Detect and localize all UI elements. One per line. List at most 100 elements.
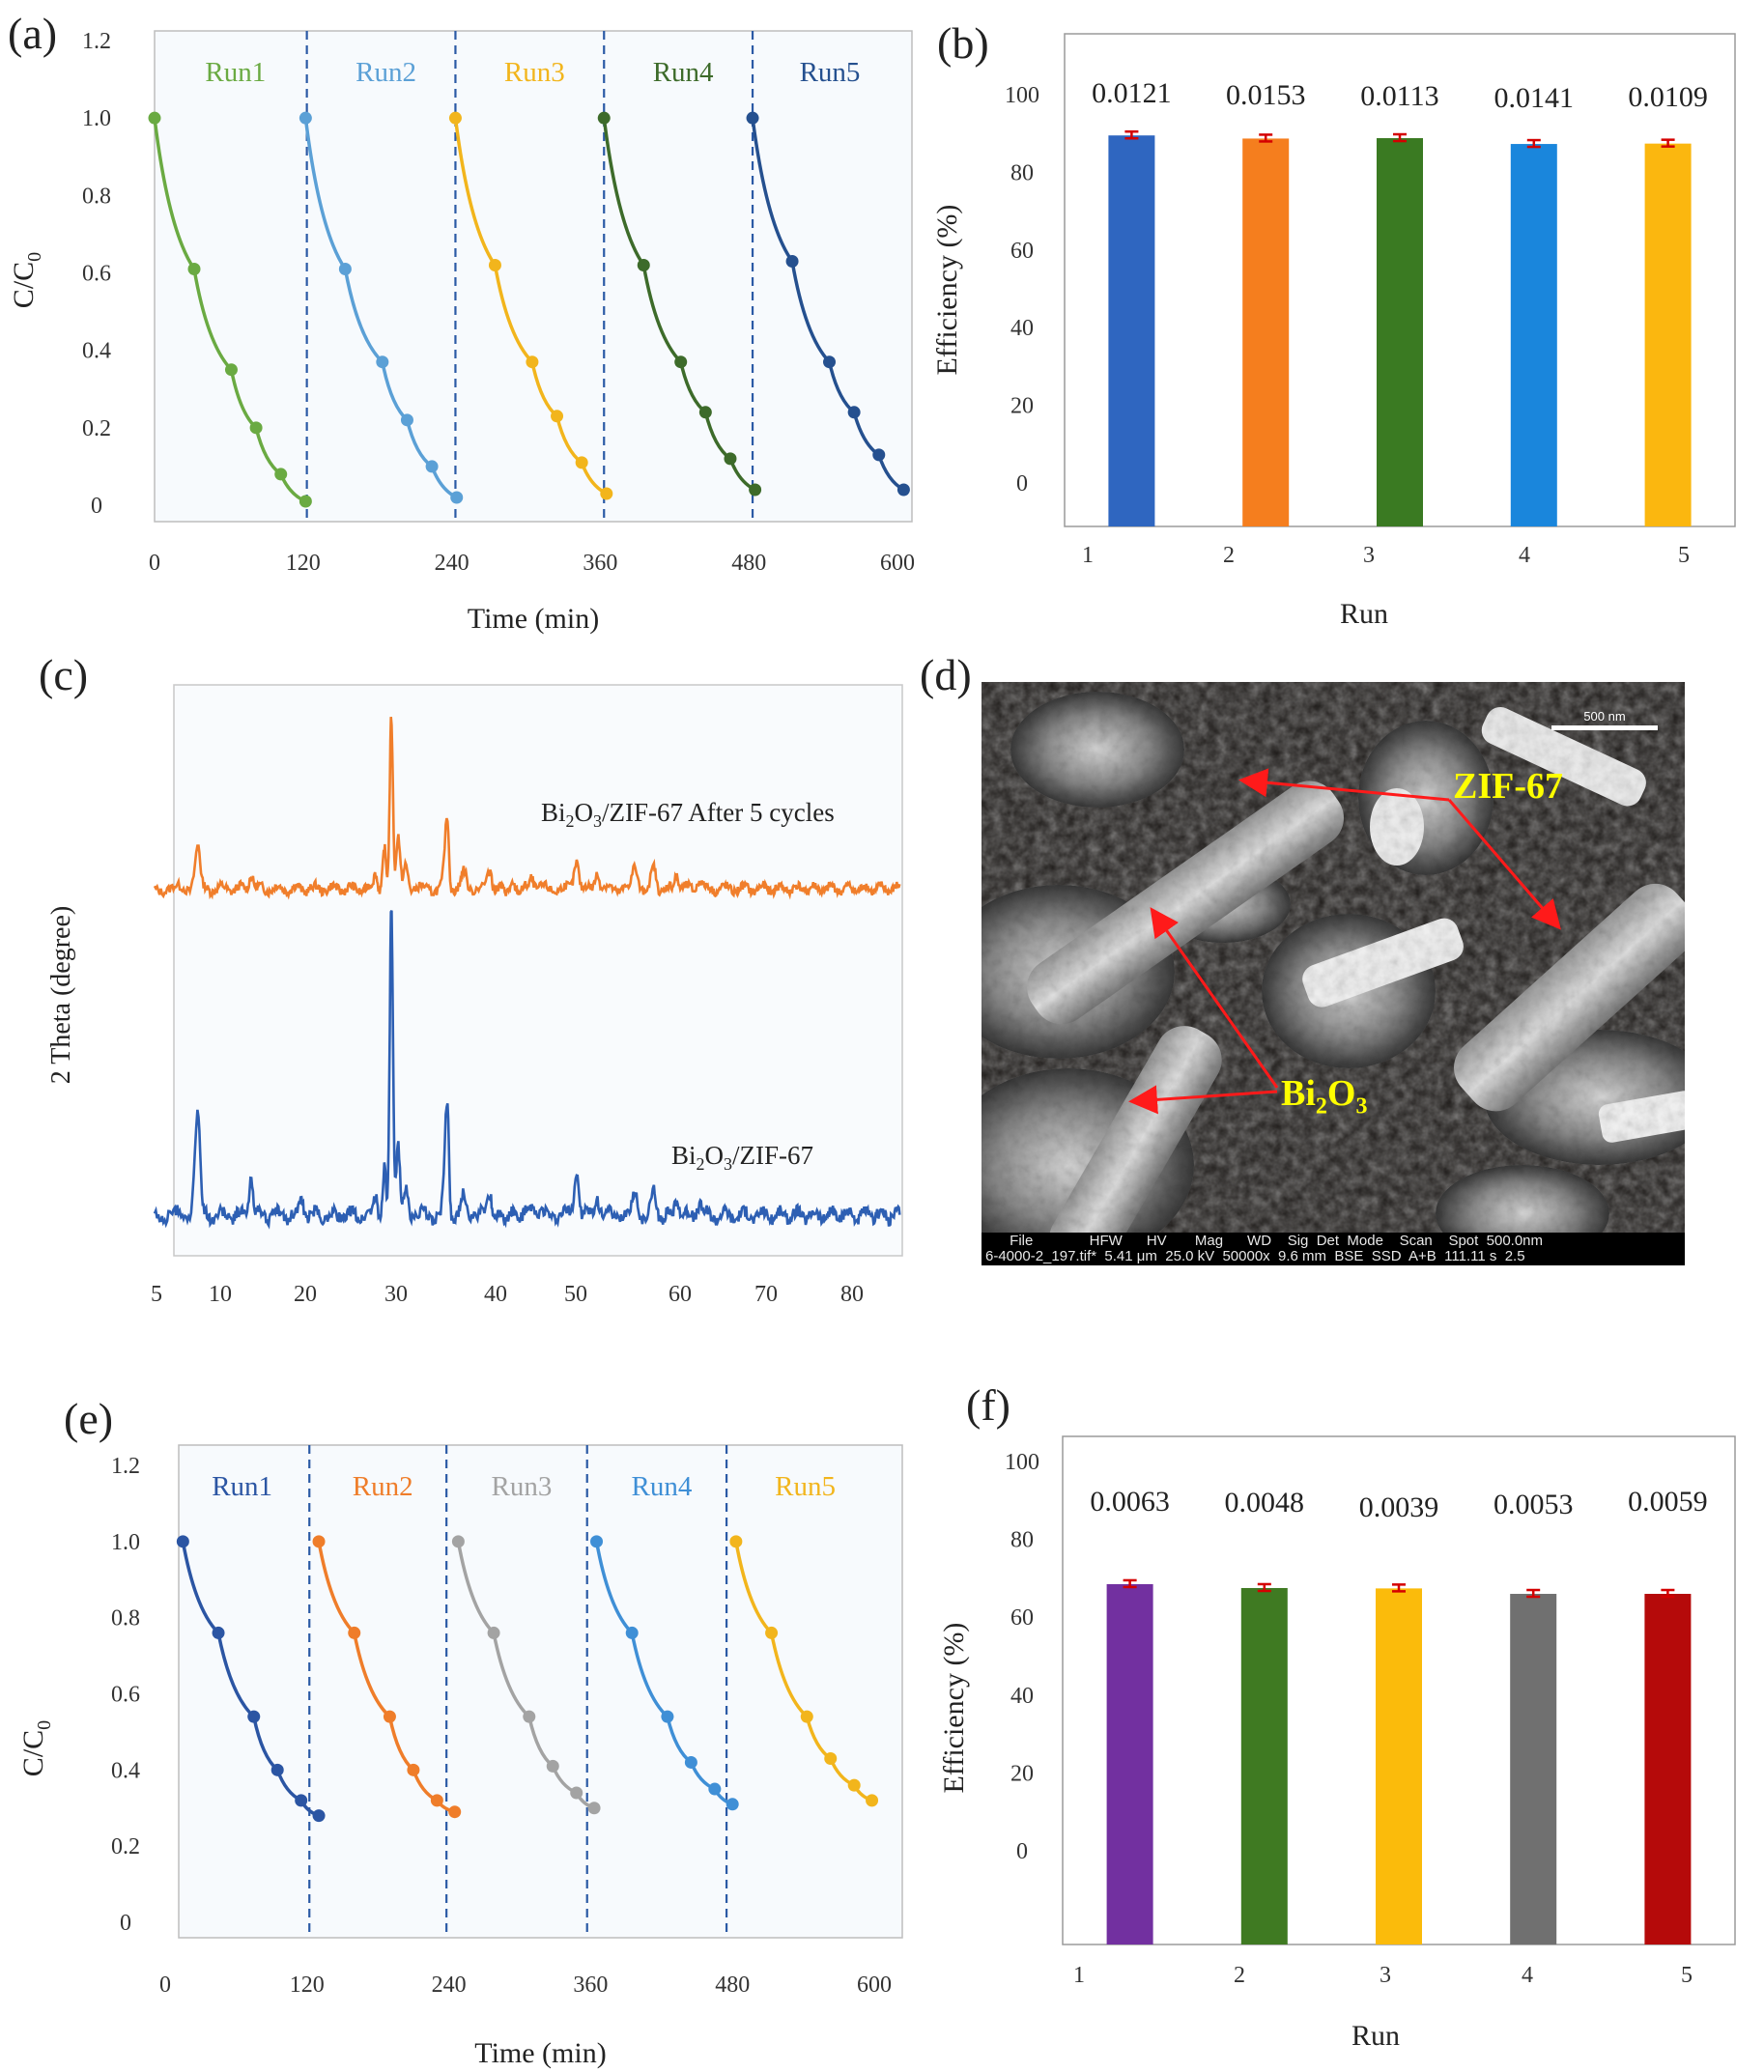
plot-frame <box>173 684 903 1257</box>
data-label-run-2: 0.0048 <box>1225 1487 1305 1519</box>
bar-run-2 <box>1242 138 1290 526</box>
y-tick-label: 0.6 <box>111 1683 140 1708</box>
y-tick-label: 1.2 <box>82 29 111 54</box>
x-tick-label: 60 <box>669 1282 692 1307</box>
y-axis-label: C/C0 <box>8 252 45 308</box>
x-tick-label: 80 <box>840 1282 864 1307</box>
y-tick-label: 20 <box>1010 1761 1034 1786</box>
series-point-run5 <box>746 111 759 125</box>
series-point-run5 <box>866 1794 879 1807</box>
series-point-run5 <box>847 406 861 419</box>
series-point-run2 <box>312 1535 326 1548</box>
series-point-run5 <box>823 355 837 369</box>
series-point-run2 <box>400 413 413 427</box>
series-point-run5 <box>896 483 910 497</box>
legend-label-run4: Run4 <box>631 1471 692 1502</box>
legend-label-run5: Run5 <box>775 1471 836 1502</box>
series-point-run2 <box>299 111 312 125</box>
y-tick-label: 0 <box>1016 1839 1028 1864</box>
sem-scale-label: 500 nm <box>1583 709 1626 724</box>
bar-run-3 <box>1376 1588 1422 1944</box>
x-tick-label: 2 <box>1234 1963 1245 1988</box>
x-tick-label: 70 <box>754 1282 778 1307</box>
chart-e-degradation-cycles: 0 0.2 0.4 0.6 0.8 1.0 1.2 0 120 240 360 480 600 Time … <box>17 1444 903 2069</box>
legend-label-run2: Run2 <box>356 57 416 88</box>
chart-a-degradation-cycles: 0 0.2 0.4 0.6 0.8 1.0 1.2 0 120 240 360 480 600 Time … <box>8 29 915 635</box>
data-label-run-3: 0.0113 <box>1360 80 1438 112</box>
sem-label-bi2o3-o: O <box>1326 1073 1356 1114</box>
series-point-run5 <box>872 448 886 462</box>
bar-run-2 <box>1240 1587 1288 1944</box>
chart-f-efficiency-bars: 0 20 40 60 80 100 0.0063 1 0.0048 2 0.0039 3 0.0053 4… <box>938 1435 1736 2052</box>
series-point-run1 <box>176 1535 189 1548</box>
data-label-run-2: 0.0153 <box>1226 79 1306 111</box>
sem-arrow-zif-2 <box>1447 799 1561 930</box>
y-axis-label: Efficiency (%) <box>938 1623 970 1794</box>
sem-label-bi2o3-sub2: 3 <box>1355 1093 1368 1120</box>
x-tick-label: 5 <box>1678 543 1690 568</box>
x-axis-label: Time (min) <box>468 603 599 635</box>
x-axis-label: Run <box>1351 2020 1400 2052</box>
series-point-run5 <box>847 1778 861 1792</box>
legend-label-run4: Run4 <box>653 57 714 88</box>
data-label-run-5: 0.0059 <box>1628 1486 1708 1518</box>
series-point-run4 <box>637 258 650 271</box>
x-tick-label: 40 <box>484 1282 507 1307</box>
x-tick-label: 360 <box>583 551 617 576</box>
y-tick-label: 0.2 <box>111 1834 140 1859</box>
series-point-run4 <box>684 1755 697 1769</box>
data-label-run-3: 0.0039 <box>1359 1491 1439 1523</box>
series-point-run3 <box>551 410 564 423</box>
y-tick-label: 40 <box>1010 316 1034 341</box>
y-tick-label: 1.2 <box>111 1454 140 1479</box>
legend-label-run2: Run2 <box>353 1471 413 1502</box>
series-point-run2 <box>450 491 464 504</box>
series-point-run2 <box>425 460 439 473</box>
bar-run-5 <box>1644 143 1692 527</box>
plot-frame <box>178 1444 903 1939</box>
x-tick-label: 2 <box>1223 543 1235 568</box>
x-tick-label: 600 <box>857 1973 892 1998</box>
sem-arrows <box>1128 768 1561 1115</box>
y-tick-label: 0.4 <box>111 1758 140 1783</box>
sem-scale-bar: 500 nm <box>1551 709 1658 730</box>
x-tick-label: 480 <box>715 1973 750 1998</box>
x-tick-label: 30 <box>384 1282 408 1307</box>
sem-info-footer: File HFW HV Mag WD Sig Det Mode Scan Spo… <box>982 1233 1685 1265</box>
series-point-run3 <box>526 355 539 369</box>
series-point-run1 <box>299 495 312 508</box>
series-point-run3 <box>523 1710 536 1723</box>
legend-label-run5: Run5 <box>800 57 861 88</box>
series-point-run2 <box>376 355 389 369</box>
panel-letter-c: (c) <box>39 650 89 699</box>
x-tick-label: 5 <box>1681 1963 1693 1988</box>
bar-run-3 <box>1377 138 1423 527</box>
series-point-run5 <box>785 254 799 268</box>
sem-label-zif67: ZIF-67 <box>1453 766 1563 807</box>
series-point-run1 <box>187 262 201 275</box>
series-point-run4 <box>698 406 712 419</box>
y-tick-label: 40 <box>1010 1684 1034 1709</box>
series-point-run4 <box>708 1782 722 1796</box>
x-tick-label: 1 <box>1082 543 1094 568</box>
y-tick-label: 60 <box>1010 1605 1034 1631</box>
y-tick-label: 0.4 <box>82 339 111 364</box>
x-tick-label: 4 <box>1519 543 1530 568</box>
y-tick-label: 80 <box>1010 160 1034 185</box>
series-point-run4 <box>749 483 762 497</box>
series-point-run1 <box>212 1626 225 1639</box>
series-point-run1 <box>312 1809 326 1823</box>
y-tick-label: 0.2 <box>82 416 111 441</box>
series-point-run4 <box>590 1535 604 1548</box>
y-tick-label: 20 <box>1010 394 1034 419</box>
legend-label-run1: Run1 <box>205 57 266 88</box>
x-tick-label: 20 <box>294 1282 317 1307</box>
series-point-run2 <box>383 1710 396 1723</box>
sem-arrow-zif-1 <box>1238 768 1450 802</box>
sem-label-bi2o3-bi: Bi <box>1281 1073 1316 1114</box>
series-point-run3 <box>546 1759 559 1773</box>
series-point-run3 <box>448 111 462 125</box>
y-tick-label: 100 <box>1005 1450 1039 1475</box>
sem-label-bi2o3-sub1: 2 <box>1315 1093 1327 1120</box>
